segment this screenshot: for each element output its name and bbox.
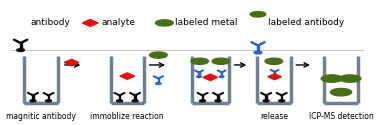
Polygon shape <box>203 74 218 80</box>
Circle shape <box>279 100 285 102</box>
Circle shape <box>215 100 221 102</box>
Text: ICP-MS detection: ICP-MS detection <box>308 112 373 121</box>
Bar <box>257 46 259 52</box>
Bar <box>202 95 203 100</box>
Bar <box>265 95 267 100</box>
Circle shape <box>30 100 36 102</box>
Bar <box>158 78 159 83</box>
Bar <box>20 43 22 49</box>
Circle shape <box>265 58 283 64</box>
Circle shape <box>254 51 262 54</box>
Bar <box>281 95 282 100</box>
Circle shape <box>132 100 138 102</box>
Circle shape <box>156 20 173 26</box>
Circle shape <box>212 58 230 64</box>
Circle shape <box>219 76 224 78</box>
Circle shape <box>191 58 209 64</box>
Text: labeled antibody: labeled antibody <box>268 18 344 28</box>
Circle shape <box>197 76 201 78</box>
Text: analyte: analyte <box>102 18 136 28</box>
Polygon shape <box>120 73 135 79</box>
Text: release: release <box>260 112 288 121</box>
Polygon shape <box>82 20 98 26</box>
Bar <box>32 95 34 100</box>
Bar <box>221 72 222 76</box>
Bar <box>48 95 50 100</box>
Text: antibody: antibody <box>30 18 70 28</box>
Circle shape <box>46 100 51 102</box>
Circle shape <box>321 75 342 82</box>
Bar <box>274 72 275 76</box>
Circle shape <box>17 49 25 51</box>
Bar <box>119 95 120 100</box>
Polygon shape <box>64 59 79 66</box>
Circle shape <box>156 82 161 84</box>
Circle shape <box>250 12 266 17</box>
Polygon shape <box>268 74 281 80</box>
Bar <box>217 95 219 100</box>
Text: labeled metal: labeled metal <box>175 18 237 28</box>
Text: immoblize reaction: immoblize reaction <box>90 112 164 121</box>
Circle shape <box>200 100 206 102</box>
Circle shape <box>263 100 269 102</box>
Text: magnitic antibody: magnitic antibody <box>6 112 76 121</box>
Circle shape <box>339 75 361 82</box>
Circle shape <box>150 52 167 58</box>
Circle shape <box>330 88 352 96</box>
Bar <box>198 72 200 76</box>
Circle shape <box>116 100 122 102</box>
Circle shape <box>272 75 277 77</box>
Bar <box>134 95 136 100</box>
